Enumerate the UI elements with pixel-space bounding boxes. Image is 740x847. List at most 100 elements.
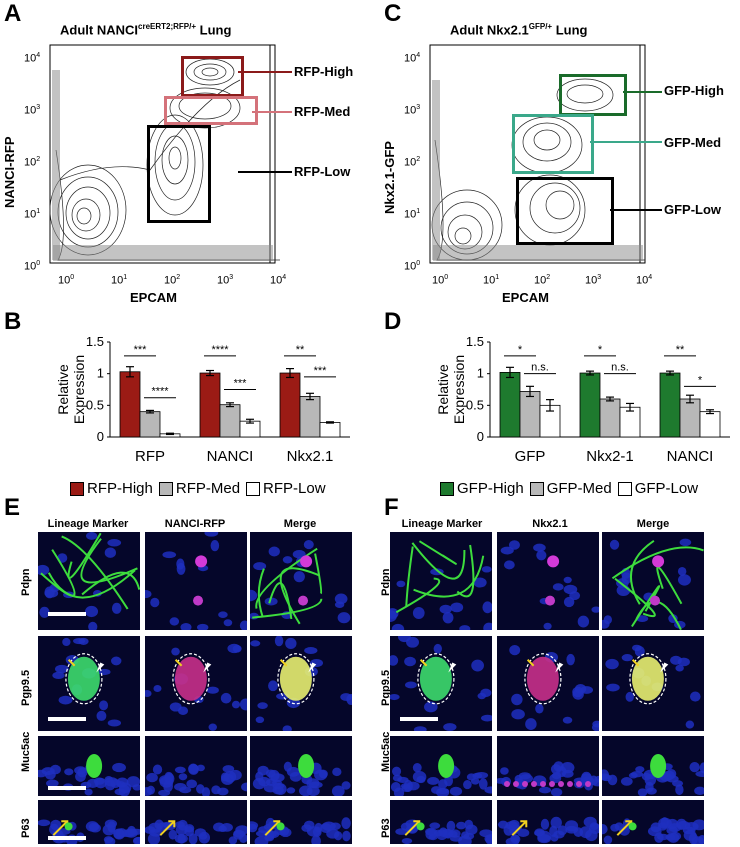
flow-c-xtick-2: 102 (534, 274, 551, 287)
flow-a-ytick-2: 102 (24, 156, 41, 169)
f-image-muc5ac-lineage (390, 736, 492, 796)
e-image-pdpn-marker (145, 532, 247, 630)
flow-c-ytick-3: 101 (404, 208, 421, 221)
chart-b-sig-label-4: ** (296, 344, 305, 356)
chart-b-sig-label-3: *** (234, 378, 248, 390)
bar-chart-d: 0 0.5 1 1.5 RelativeExpression GFP Nkx2-1 NANCI… (435, 334, 730, 465)
gate-label-gfp-high: GFP-High (664, 83, 724, 98)
legend-d-item-low: GFP-Low (617, 480, 698, 497)
panel-label-a: A (4, 0, 22, 27)
chart-d-ytick-label-2: 1 (477, 366, 484, 381)
legend-d-item-high: GFP-High (440, 480, 524, 497)
f-image-pgp95-lineage (390, 636, 492, 731)
gate-label-rfp-med: RFP-Med (294, 104, 351, 119)
flow-c-ytick-4: 100 (404, 260, 421, 273)
scale-bar (48, 717, 86, 721)
gate-rfp-high (181, 56, 244, 97)
chart-d-sig-label-4: ** (676, 344, 685, 356)
chart-b-bar-2-0 (279, 372, 301, 438)
flow-c-xtick-0: 100 (432, 274, 449, 287)
panel-label-d: D (384, 308, 402, 335)
flow-plot-a (49, 44, 280, 264)
flow-c-xtick-1: 101 (483, 274, 500, 287)
flow-c-ytick-1: 103 (404, 104, 421, 117)
gate-leaders-c (590, 91, 662, 211)
chart-b-ytick-label-0: 0 (97, 429, 104, 444)
e-col-merge: Merge (283, 518, 317, 530)
flow-a-xtick-2: 102 (164, 274, 181, 287)
e-image-p63-marker (145, 800, 247, 844)
chart-d-sig-label-3: n.s. (611, 362, 629, 374)
scale-bar (48, 786, 86, 790)
chart-b-category-0: RFP (135, 448, 165, 465)
f-image-muc5ac-marker (497, 736, 599, 796)
chart-d-ytick-label-1: 0.5 (466, 397, 484, 412)
e-image-pgp95-lineage (38, 636, 140, 731)
flow-a-ytick-3: 101 (24, 208, 41, 221)
chart-b-category-1: NANCI (207, 448, 254, 465)
chart-b-sig-label-0: *** (134, 344, 148, 356)
e-image-pgp95-marker (145, 636, 247, 731)
chart-d-bar-1-1 (599, 398, 621, 438)
scale-bar (48, 836, 86, 840)
chart-d-ylabel: RelativeExpression (435, 355, 467, 424)
e-col-nanci: NANCI-RFP (164, 518, 226, 530)
f-image-p63-marker (497, 800, 599, 844)
chart-d-bar-0-0 (499, 372, 521, 438)
gate-rfp-med (164, 96, 258, 125)
flow-c-ytick-0: 104 (404, 52, 421, 65)
e-row-muc5ac: Muc5ac (20, 731, 32, 772)
chart-b-ylabel: RelativeExpression (55, 355, 87, 424)
chart-d-bar-1-0 (579, 372, 601, 438)
panel-label-b: B (4, 308, 22, 335)
chart-b-bar-2-2 (319, 422, 341, 438)
flow-c-xtick-4: 104 (636, 274, 653, 287)
flow-c-ytick-2: 102 (404, 156, 421, 169)
flow-a-xtick-4: 104 (270, 274, 287, 287)
gate-rfp-low (147, 125, 211, 223)
gate-leaders-a (238, 71, 292, 173)
chart-d-bar-2-0 (659, 372, 681, 438)
chart-d-category-1: Nkx2-1 (586, 448, 634, 465)
panel-label-e: E (4, 494, 21, 521)
flow-a-ytick-0: 104 (24, 52, 41, 65)
chart-b-sig-label-1: **** (151, 386, 169, 398)
legend-b-item-low: RFP-Low (246, 480, 326, 497)
e-col-lineage: Lineage Marker (47, 518, 129, 530)
chart-b-sig-label-2: **** (211, 344, 229, 356)
e-image-pgp95-merge (250, 636, 352, 731)
flow-a-xtick-0: 100 (58, 274, 75, 287)
e-image-muc5ac-merge (250, 736, 352, 796)
chart-b-bar-1-0 (199, 372, 221, 438)
chart-b-ytick-label-3: 1.5 (86, 334, 104, 349)
legend-b-item-med: RFP-Med (158, 480, 240, 497)
legend-b-item-high: RFP-High (70, 480, 153, 497)
f-image-pdpn-lineage (390, 532, 492, 630)
panel-label-f: F (384, 494, 399, 521)
chart-b-bar-0-0 (119, 371, 141, 438)
f-col-lineage: Lineage Marker (401, 518, 483, 530)
flow-a-xtick-3: 103 (217, 274, 234, 287)
chart-b-bar-1-1 (219, 404, 241, 438)
e-image-p63-merge (250, 800, 352, 844)
legend-d: GFP-High GFP-Med GFP-Low (440, 480, 698, 497)
chart-d-sig-label-1: n.s. (531, 362, 549, 374)
flow-a-ytick-1: 103 (24, 104, 41, 117)
gate-label-rfp-low: RFP-Low (294, 164, 351, 179)
chart-d-sig-label-2: * (598, 344, 603, 356)
e-row-pgp95: Pgp9.5 (20, 669, 32, 706)
gate-label-gfp-med: GFP-Med (664, 135, 722, 150)
chart-d-category-0: GFP (515, 448, 546, 465)
chart-b-sig-label-5: *** (314, 365, 328, 377)
scale-bar (48, 612, 86, 616)
chart-d-category-2: NANCI (667, 448, 714, 465)
f-image-p63-lineage (390, 800, 492, 844)
flow-plot-c (429, 44, 646, 264)
flow-c-title: Adult Nkx2.1GFP/+ Lung (450, 22, 588, 38)
chart-d-bar-2-1 (679, 398, 701, 438)
chart-d-ytick-label-0: 0 (477, 429, 484, 444)
chart-d-bar-1-2 (619, 406, 641, 438)
flow-a-ytick-4: 100 (24, 260, 41, 273)
f-image-pdpn-marker (497, 532, 599, 630)
chart-d-bar-0-1 (519, 391, 541, 438)
